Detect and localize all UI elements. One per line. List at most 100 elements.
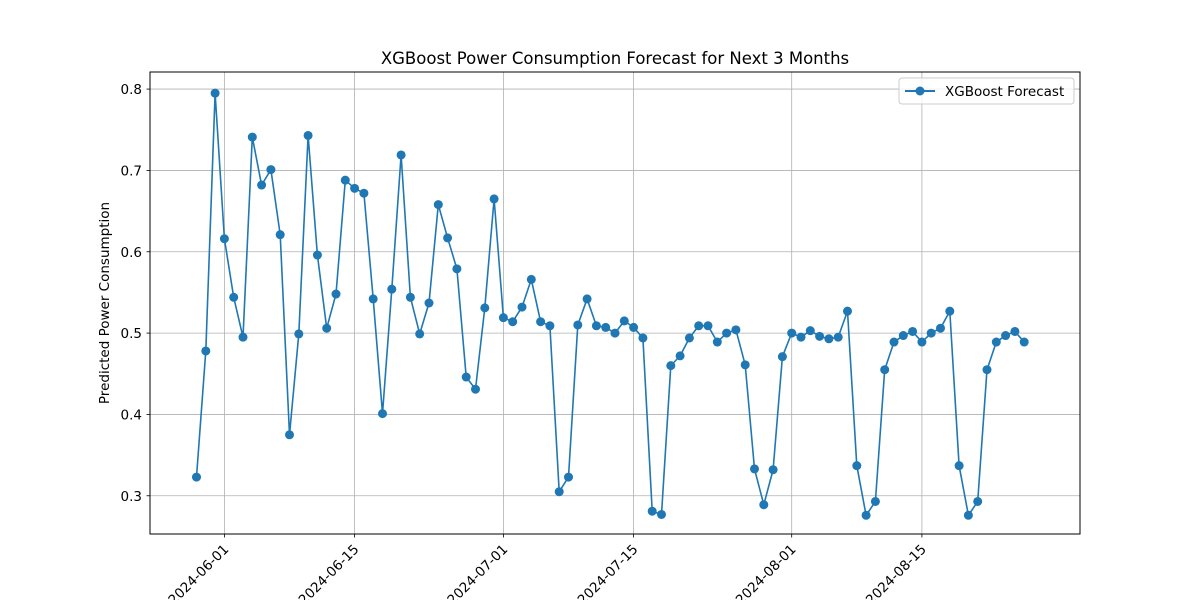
y-tick-label: 0.8 xyxy=(121,82,142,98)
y-tick-label: 0.3 xyxy=(121,489,142,505)
data-point xyxy=(973,496,983,506)
data-point xyxy=(536,317,546,327)
data-point xyxy=(982,365,992,375)
data-point xyxy=(219,234,229,244)
data-point xyxy=(526,274,536,284)
data-point xyxy=(331,289,341,299)
data-point xyxy=(908,326,918,336)
data-point xyxy=(201,346,211,356)
data-point xyxy=(991,337,1001,347)
data-point xyxy=(936,323,945,333)
data-point xyxy=(340,175,350,185)
data-point xyxy=(247,132,257,142)
data-point xyxy=(452,264,462,274)
data-point xyxy=(870,496,880,506)
data-point xyxy=(898,331,908,341)
data-point xyxy=(285,430,294,440)
data-point xyxy=(657,509,666,519)
series-line xyxy=(195,92,1025,517)
data-point xyxy=(387,284,397,294)
data-point xyxy=(945,306,955,316)
data-point xyxy=(350,183,360,193)
data-point xyxy=(322,323,332,333)
data-point xyxy=(1010,326,1020,336)
data-point xyxy=(629,322,639,332)
data-point xyxy=(963,510,973,520)
data-point xyxy=(573,320,583,330)
data-point xyxy=(275,230,285,240)
data-point xyxy=(619,316,629,326)
data-point xyxy=(777,352,787,362)
data-point xyxy=(257,180,267,190)
data-point xyxy=(684,333,694,343)
data-point xyxy=(294,329,304,339)
data-point xyxy=(378,409,387,419)
data-point xyxy=(368,294,378,304)
data-point xyxy=(433,200,443,210)
data-point xyxy=(443,233,453,243)
data-point xyxy=(768,465,778,475)
x-tick-label: 2024-06-15 xyxy=(296,542,363,600)
data-point xyxy=(638,333,648,343)
data-point xyxy=(926,328,936,338)
data-point xyxy=(759,500,769,510)
data-point xyxy=(424,298,434,308)
legend: XGBoost Forecast xyxy=(898,77,1075,105)
data-point xyxy=(591,321,601,331)
data-point xyxy=(1019,337,1029,347)
grid xyxy=(150,72,1080,534)
data-point xyxy=(461,372,471,382)
data-point xyxy=(480,303,490,313)
data-point xyxy=(303,130,313,140)
data-point xyxy=(415,329,425,339)
data-point xyxy=(796,332,806,342)
data-point xyxy=(880,365,890,375)
data-point xyxy=(564,472,573,482)
data-point xyxy=(210,88,220,98)
data-point xyxy=(405,292,415,302)
data-point xyxy=(852,461,862,471)
data-point xyxy=(498,313,508,323)
data-point xyxy=(601,322,611,332)
data-point xyxy=(359,188,369,198)
data-point xyxy=(833,332,843,342)
x-tick-label: 2024-08-01 xyxy=(733,542,800,600)
data-point xyxy=(517,302,527,312)
y-tick-label: 0.6 xyxy=(121,245,142,261)
data-point xyxy=(740,360,750,370)
data-point xyxy=(229,292,239,302)
data-point xyxy=(582,294,592,304)
y-tick-label: 0.7 xyxy=(121,163,142,179)
data-point xyxy=(815,331,825,341)
data-point xyxy=(545,321,555,331)
legend-marker-swatch xyxy=(915,86,925,96)
data-point xyxy=(489,194,499,204)
data-point xyxy=(750,464,759,474)
data-point xyxy=(843,306,852,316)
data-point xyxy=(917,337,927,347)
data-point xyxy=(954,461,964,471)
data-point xyxy=(703,321,713,331)
data-point xyxy=(889,337,899,347)
y-tick-label: 0.4 xyxy=(121,407,142,423)
data-point xyxy=(675,351,685,361)
data-point xyxy=(238,332,248,342)
data-point xyxy=(266,165,276,175)
y-axis: 0.3 0.4 0.5 0.6 0.7 0.8 xyxy=(121,82,150,505)
x-axis: 2024-06-01 2024-06-15 2024-07-01 2024-07-15… xyxy=(165,534,930,604)
x-tick-label: 2024-08-15 xyxy=(863,542,930,600)
data-point xyxy=(722,328,732,338)
data-point xyxy=(824,334,834,344)
x-tick-label: 2024-07-15 xyxy=(575,542,642,600)
plot-frame xyxy=(149,71,1081,535)
data-point xyxy=(712,337,722,347)
legend-label: XGBoost Forecast xyxy=(945,84,1064,100)
x-tick-label: 2024-07-01 xyxy=(444,542,511,600)
chart-title: XGBoost Power Consumption Forecast for N… xyxy=(381,49,849,68)
legend-box xyxy=(898,77,1075,105)
data-point xyxy=(312,250,322,260)
data-point xyxy=(647,506,657,516)
data-point xyxy=(471,384,480,394)
